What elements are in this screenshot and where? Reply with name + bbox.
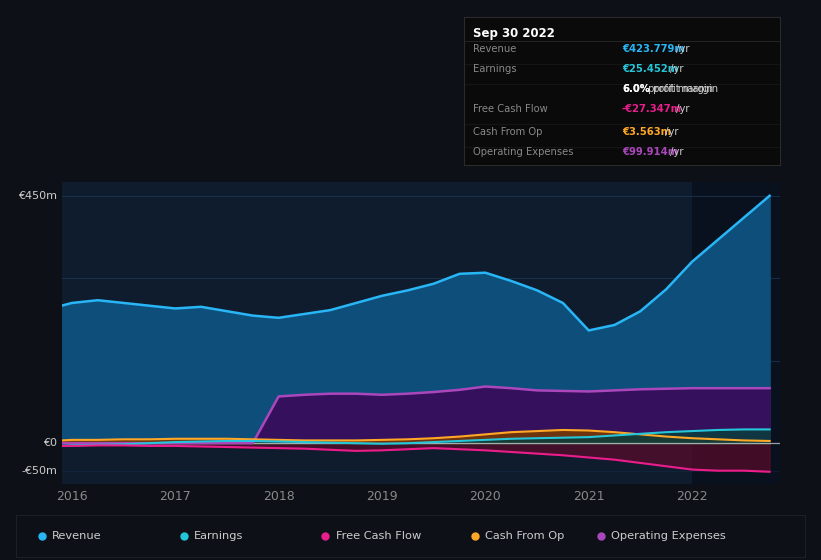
Text: /yr: /yr bbox=[673, 44, 690, 54]
Text: Earnings: Earnings bbox=[194, 531, 243, 541]
Text: Revenue: Revenue bbox=[52, 531, 102, 541]
Text: 6.0%: 6.0% bbox=[622, 83, 649, 94]
Text: Cash From Op: Cash From Op bbox=[485, 531, 565, 541]
Text: €25.452m: €25.452m bbox=[622, 64, 678, 74]
Text: €450m: €450m bbox=[18, 191, 57, 200]
Text: Operating Expenses: Operating Expenses bbox=[474, 147, 574, 157]
Text: Operating Expenses: Operating Expenses bbox=[612, 531, 727, 541]
Text: 6.0%: 6.0% bbox=[622, 83, 649, 94]
Text: -€50m: -€50m bbox=[21, 466, 57, 475]
Text: /yr: /yr bbox=[673, 104, 690, 114]
Text: /yr: /yr bbox=[667, 64, 684, 74]
Text: Revenue: Revenue bbox=[474, 44, 516, 54]
Text: profit margin: profit margin bbox=[644, 83, 713, 94]
Text: Free Cash Flow: Free Cash Flow bbox=[336, 531, 421, 541]
Text: /yr: /yr bbox=[667, 147, 684, 157]
Text: Earnings: Earnings bbox=[474, 64, 517, 74]
Text: €0: €0 bbox=[44, 438, 57, 448]
Text: €423.779m: €423.779m bbox=[622, 44, 685, 54]
Text: Free Cash Flow: Free Cash Flow bbox=[474, 104, 548, 114]
Text: €3.563m: €3.563m bbox=[622, 127, 671, 137]
Text: -€27.347m: -€27.347m bbox=[622, 104, 682, 114]
Text: Sep 30 2022: Sep 30 2022 bbox=[474, 27, 555, 40]
Text: €99.914m: €99.914m bbox=[622, 147, 678, 157]
Text: /yr: /yr bbox=[662, 127, 678, 137]
Bar bbox=[692, 182, 780, 484]
Text: profit margin: profit margin bbox=[650, 83, 718, 94]
Text: Cash From Op: Cash From Op bbox=[474, 127, 543, 137]
